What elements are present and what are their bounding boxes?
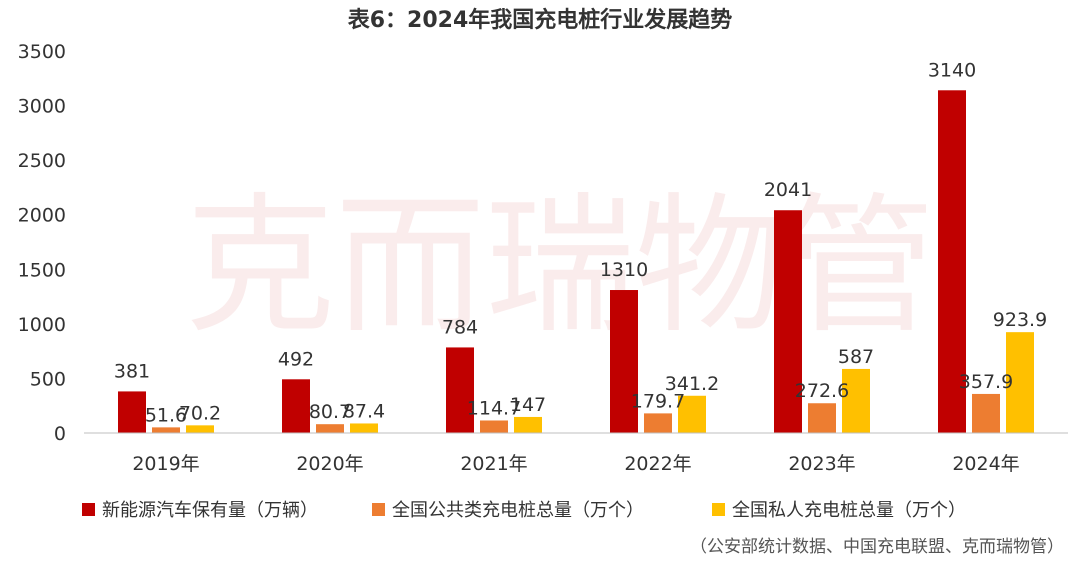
bar-series-0-4 bbox=[774, 210, 802, 433]
y-tick-label: 3000 bbox=[18, 96, 66, 118]
legend-label-1: 全国公共类充电桩总量（万个） bbox=[392, 500, 644, 521]
data-label-series-0-4: 2041 bbox=[764, 179, 812, 201]
data-label-series-0-1: 492 bbox=[278, 348, 314, 370]
data-label-series-2-4: 587 bbox=[838, 346, 874, 368]
data-label-series-0-0: 381 bbox=[114, 360, 150, 382]
bar-series-2-4 bbox=[842, 368, 870, 433]
x-tick-label: 2024年 bbox=[952, 453, 1019, 475]
chart-title: 表6：2024年我国充电桩行业发展趋势 bbox=[348, 7, 733, 33]
data-label-series-1-2: 114.7 bbox=[467, 397, 521, 419]
y-tick-label: 2000 bbox=[18, 205, 66, 227]
x-tick-label: 2023年 bbox=[788, 453, 855, 475]
bar-series-2-0 bbox=[186, 425, 214, 433]
legend: 新能源汽车保有量（万辆） 全国公共类充电桩总量（万个） 全国私人充电桩总量（万个） bbox=[82, 500, 966, 521]
bar-series-2-3 bbox=[678, 395, 706, 433]
x-axis-ticks: 2019年 2020年 2021年 2022年 2023年 2024年 bbox=[132, 453, 1019, 475]
y-tick-label: 500 bbox=[30, 368, 66, 390]
x-tick-label: 2020年 bbox=[296, 453, 363, 475]
legend-swatch-0 bbox=[82, 503, 95, 516]
bar-series-0-2 bbox=[446, 347, 474, 433]
legend-label-2: 全国私人充电桩总量（万个） bbox=[732, 500, 966, 521]
data-label-series-0-3: 1310 bbox=[600, 259, 648, 281]
data-label-series-2-3: 341.2 bbox=[665, 373, 719, 395]
bar-series-1-5 bbox=[972, 393, 1000, 433]
bar-series-1-3 bbox=[644, 413, 672, 433]
data-label-series-1-0: 51.6 bbox=[145, 404, 187, 426]
data-label-series-2-0: 70.2 bbox=[179, 402, 221, 424]
x-tick-label: 2022年 bbox=[624, 453, 691, 475]
data-label-series-0-2: 784 bbox=[442, 316, 478, 338]
y-tick-label: 1500 bbox=[18, 259, 66, 281]
bar-series-0-3 bbox=[610, 290, 638, 433]
legend-label-0: 新能源汽车保有量（万辆） bbox=[102, 500, 318, 521]
data-label-series-1-1: 80.7 bbox=[309, 401, 351, 423]
y-tick-label: 3500 bbox=[18, 41, 66, 63]
bar-series-2-1 bbox=[350, 423, 378, 433]
bar-series-1-1 bbox=[316, 424, 344, 433]
bar-series-2-2 bbox=[514, 416, 542, 433]
bar-series-0-1 bbox=[282, 379, 310, 433]
bar-series-1-2 bbox=[480, 420, 508, 433]
legend-swatch-1 bbox=[372, 503, 385, 516]
data-label-series-1-5: 357.9 bbox=[959, 371, 1013, 393]
watermark: 克而瑞物管 bbox=[185, 180, 935, 354]
bar-series-2-5 bbox=[1006, 332, 1034, 433]
y-tick-label: 2500 bbox=[18, 150, 66, 172]
legend-swatch-2 bbox=[712, 503, 725, 516]
x-tick-label: 2019年 bbox=[132, 453, 199, 475]
y-tick-label: 0 bbox=[54, 423, 66, 445]
source-note: （公安部统计数据、中国充电联盟、克而瑞物管） bbox=[690, 537, 1064, 557]
data-label-series-1-4: 272.6 bbox=[795, 380, 849, 402]
y-tick-label: 1000 bbox=[18, 314, 66, 336]
bar-series-0-5 bbox=[938, 90, 966, 433]
bar-series-1-4 bbox=[808, 403, 836, 433]
data-label-series-2-2: 147 bbox=[510, 394, 546, 416]
data-label-series-0-5: 3140 bbox=[928, 59, 976, 81]
data-label-series-1-3: 179.7 bbox=[631, 390, 685, 412]
bar-series-0-0 bbox=[118, 391, 146, 433]
data-label-series-2-1: 87.4 bbox=[343, 400, 385, 422]
y-axis: 0 500 1000 1500 2000 2500 3000 3500 bbox=[18, 41, 66, 445]
bars bbox=[118, 90, 1034, 433]
x-tick-label: 2021年 bbox=[460, 453, 527, 475]
bar-series-1-0 bbox=[152, 427, 180, 433]
data-labels: 381 492 784 1310 2041 3140 51.6 80.7 114.7 179.7 2… bbox=[114, 59, 1047, 426]
data-label-series-2-5: 923.9 bbox=[993, 309, 1047, 331]
